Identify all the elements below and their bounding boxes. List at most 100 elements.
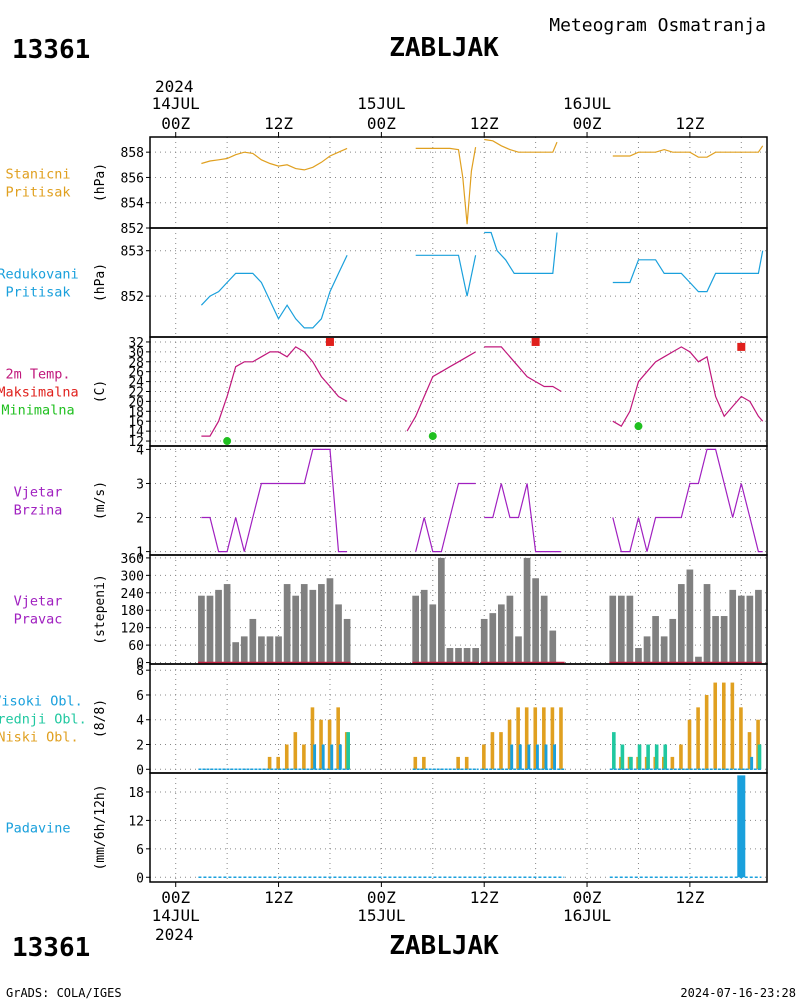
plot-area xyxy=(201,337,764,446)
mid-cloud-bar xyxy=(663,744,668,770)
direction-bar xyxy=(506,595,514,663)
series-line xyxy=(612,250,764,293)
time-tick-label-bottom: 12Z xyxy=(675,888,704,907)
low-cloud-bar xyxy=(696,707,700,770)
series-line xyxy=(484,231,558,274)
panel-frame xyxy=(149,227,768,338)
low-cloud-bar xyxy=(327,719,332,770)
min-temp-marker xyxy=(223,437,232,446)
time-tick-label-top: 00Z xyxy=(367,114,396,133)
y-tick-label: 2 xyxy=(136,512,144,527)
panel-frame xyxy=(149,445,768,556)
y-tick-label: 120 xyxy=(121,622,144,637)
y-tick-label: 0 xyxy=(136,657,144,672)
panel-label: Visoki Obl. xyxy=(0,694,83,710)
y-tick-label: 4 xyxy=(136,443,144,458)
time-tick-label-top: 00Z xyxy=(573,114,602,133)
low-cloud-bar xyxy=(456,756,460,770)
direction-bar xyxy=(609,595,617,663)
plot-area xyxy=(198,682,762,771)
mid-cloud-bar xyxy=(620,744,625,770)
low-cloud-bar xyxy=(533,707,538,770)
header-year: 2024 xyxy=(155,77,194,96)
low-cloud-bar xyxy=(267,756,272,770)
min-temp-marker xyxy=(634,422,643,431)
high-cloud-bar xyxy=(330,744,334,770)
direction-bar xyxy=(755,589,762,663)
y-tick-label: 6 xyxy=(136,689,144,704)
direction-bar xyxy=(532,578,539,663)
direction-bar xyxy=(669,618,677,663)
panel-label: Brzina xyxy=(14,503,63,519)
direction-bar xyxy=(326,578,334,663)
y-tick-label: 300 xyxy=(121,569,144,584)
y-tick-label: 28 xyxy=(128,356,144,371)
direction-bar xyxy=(737,595,745,663)
y-tick-label: 853 xyxy=(121,245,144,260)
y-tick-label: 16 xyxy=(128,415,144,430)
direction-bar xyxy=(729,589,737,663)
panel-label: Srednji Obl. xyxy=(0,712,87,728)
high-cloud-bar xyxy=(338,744,342,770)
y-tick-label: 18 xyxy=(128,405,144,420)
direction-bar xyxy=(498,604,505,663)
y-tick-label: 0 xyxy=(136,871,144,886)
series-line xyxy=(201,346,348,437)
direction-bar xyxy=(455,648,462,663)
series-line xyxy=(612,448,763,553)
panel-label: Vjetar xyxy=(14,485,63,501)
low-cloud-bar xyxy=(276,756,280,770)
footer-timestamp: 2024-07-16-23:28 xyxy=(680,986,796,1000)
direction-bar xyxy=(240,636,248,663)
axis-unit-label: (C) xyxy=(93,380,108,403)
y-tick-label: 852 xyxy=(121,222,144,237)
max-temp-marker xyxy=(531,337,540,346)
panel-label: Pravac xyxy=(14,612,63,628)
panel-label: Minimalna xyxy=(1,403,74,419)
time-tick-label-bottom: 00Z xyxy=(573,888,602,907)
series-line xyxy=(415,482,476,553)
low-cloud-bar xyxy=(524,707,529,770)
low-cloud-bar xyxy=(319,719,323,770)
direction-bar xyxy=(712,616,719,663)
direction-bar xyxy=(489,613,497,663)
mid-cloud-bar xyxy=(646,744,650,770)
direction-bar xyxy=(480,618,488,663)
direction-bar xyxy=(515,636,522,663)
y-tick-label: 856 xyxy=(121,171,144,186)
y-tick-label: 360 xyxy=(121,552,144,567)
y-tick-label: 858 xyxy=(121,146,144,161)
panel-frame xyxy=(149,663,768,774)
y-tick-label: 4 xyxy=(136,714,144,729)
panel-cloud-cover: 0 2 4 6 8 (8/8) Visoki Obl. Srednji Obl. Niski O… xyxy=(0,663,768,778)
axis-unit-label: (stepeni) xyxy=(93,574,108,644)
low-cloud-bar xyxy=(507,719,512,770)
low-cloud-bar xyxy=(721,682,726,770)
plot-area xyxy=(198,557,762,664)
y-tick-label: 24 xyxy=(128,376,144,391)
panel-precipitation: 0 6 12 18 (mm/6h/12h) Padavine xyxy=(5,772,768,886)
direction-bar xyxy=(292,595,300,663)
time-axis: 14JUL00Z00Z14JUL12Z12Z15JUL00Z00Z15JUL12… xyxy=(152,94,705,925)
y-tick-label: 8 xyxy=(136,664,144,679)
y-tick-label: 12 xyxy=(128,814,144,829)
low-cloud-bar xyxy=(413,756,418,770)
low-cloud-bar xyxy=(550,707,555,770)
time-tick-label-top: 12Z xyxy=(264,114,293,133)
low-cloud-bar xyxy=(490,732,495,770)
direction-bar xyxy=(429,604,437,663)
low-cloud-bar xyxy=(302,744,306,770)
direction-bar xyxy=(249,618,257,663)
footer-year: 2024 xyxy=(155,925,194,944)
direction-bar xyxy=(549,630,557,663)
footer-credit: GrADS: COLA/IGES xyxy=(6,986,122,1000)
series-line xyxy=(201,147,348,171)
direction-bar xyxy=(720,616,728,663)
direction-bar xyxy=(206,595,214,663)
direction-bar xyxy=(635,648,642,663)
panel-label: 2m Temp. xyxy=(5,367,70,383)
direction-bar xyxy=(643,636,651,663)
max-temp-marker xyxy=(325,337,334,346)
axis-unit-label: (hPa) xyxy=(93,263,108,302)
